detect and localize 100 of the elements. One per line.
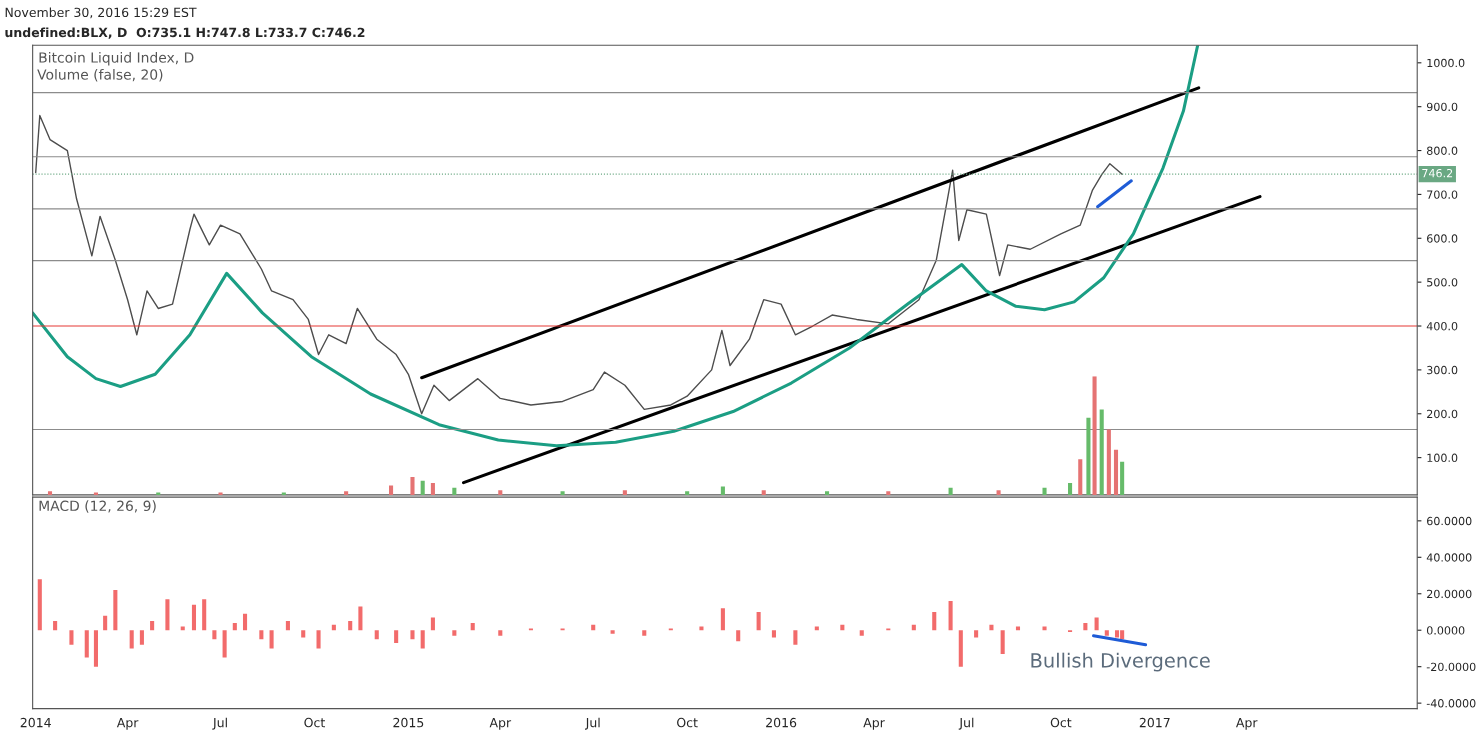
bar bbox=[642, 630, 647, 636]
x-tick-label: Oct bbox=[304, 717, 325, 728]
bar bbox=[84, 630, 89, 658]
bar bbox=[932, 611, 937, 631]
bar bbox=[1104, 630, 1109, 636]
bar bbox=[720, 608, 725, 631]
bar bbox=[498, 630, 503, 636]
y-tick-label: 300.0 bbox=[1427, 365, 1458, 375]
bar bbox=[150, 621, 155, 631]
bar bbox=[93, 630, 98, 667]
bar bbox=[410, 630, 415, 640]
bar bbox=[358, 606, 363, 631]
bar bbox=[139, 630, 144, 645]
text: undefined:BLX, D O:735.1 H:747.8 L:733.7 C:746.2 bbox=[5, 27, 365, 39]
bar bbox=[911, 624, 916, 631]
bar bbox=[331, 624, 336, 631]
bar bbox=[420, 630, 425, 649]
y-tick-label: 1000.0 bbox=[1427, 58, 1465, 68]
bar bbox=[53, 621, 58, 631]
bar bbox=[622, 490, 627, 495]
x-tick-label: 2017 bbox=[1139, 717, 1170, 728]
bar bbox=[1120, 461, 1125, 495]
y-tick-label: -40.0000 bbox=[1426, 699, 1476, 708]
y-tick-label: -20.0000 bbox=[1426, 662, 1476, 672]
bar bbox=[1092, 376, 1097, 495]
y-tick-label: 100.0 bbox=[1427, 453, 1458, 463]
bar bbox=[793, 630, 798, 645]
bar bbox=[259, 630, 264, 640]
x-tick-label: Apr bbox=[863, 718, 885, 730]
bar bbox=[1078, 459, 1083, 495]
y-tick-label: 0.0000 bbox=[1426, 626, 1465, 635]
bar bbox=[430, 483, 435, 495]
bar bbox=[1083, 622, 1088, 631]
text: November 30, 2016 15:29 EST bbox=[5, 7, 197, 19]
x-tick-label: Apr bbox=[489, 718, 512, 730]
x-tick-label: 2016 bbox=[766, 717, 797, 728]
bar bbox=[720, 486, 725, 495]
bar bbox=[212, 630, 217, 640]
bar bbox=[761, 490, 766, 495]
bar bbox=[374, 630, 379, 640]
x-tick-label: Oct bbox=[677, 717, 698, 728]
bar bbox=[47, 491, 53, 495]
bar bbox=[242, 613, 248, 631]
y-tick-label: 600.0 bbox=[1427, 234, 1458, 243]
bar bbox=[452, 630, 457, 636]
bar bbox=[685, 491, 690, 495]
bar bbox=[1042, 487, 1047, 495]
line-series bbox=[35, 114, 1123, 415]
bar bbox=[389, 485, 394, 495]
bar bbox=[1068, 483, 1073, 495]
bar bbox=[996, 490, 1001, 495]
bar bbox=[316, 630, 321, 649]
y-tick-label: 700.0 bbox=[1427, 190, 1458, 199]
bar bbox=[394, 630, 399, 643]
bar bbox=[1086, 417, 1091, 495]
bar bbox=[756, 611, 761, 631]
bar bbox=[948, 487, 953, 495]
bar bbox=[771, 630, 776, 638]
bar bbox=[498, 490, 503, 495]
bar bbox=[948, 601, 953, 631]
bar bbox=[840, 624, 845, 631]
bar bbox=[1094, 617, 1099, 631]
bar bbox=[452, 487, 457, 495]
bar bbox=[113, 590, 118, 631]
bar bbox=[825, 491, 830, 495]
chart-title: MACD (12, 26, 9) bbox=[39, 500, 156, 513]
bar bbox=[218, 492, 223, 495]
x-tick-label: Apr bbox=[116, 718, 139, 730]
bar bbox=[1114, 630, 1120, 638]
y-tick-label: 200.0 bbox=[1427, 409, 1458, 419]
y-tick-label: 400.0 bbox=[1426, 322, 1458, 331]
bar bbox=[103, 615, 108, 631]
bar bbox=[222, 630, 227, 658]
bar bbox=[591, 624, 596, 631]
bar bbox=[420, 480, 425, 495]
y-tick-label: 40.0000 bbox=[1426, 553, 1472, 562]
x-tick-label: Apr bbox=[1235, 718, 1258, 730]
bar bbox=[430, 617, 435, 631]
x-tick-label: Jul bbox=[585, 717, 600, 730]
bar bbox=[165, 599, 170, 631]
bar bbox=[958, 630, 963, 667]
bar bbox=[736, 630, 741, 642]
bar bbox=[69, 630, 74, 645]
annotation: Bullish Divergence bbox=[1031, 652, 1210, 672]
bar bbox=[301, 630, 306, 638]
ref-line-label: 746.2 bbox=[1422, 168, 1453, 178]
bar bbox=[1099, 409, 1104, 495]
x-tick-label: 2014 bbox=[20, 717, 51, 728]
bar bbox=[610, 630, 615, 634]
y-tick-label: 20.0000 bbox=[1427, 589, 1472, 599]
chart-title: Bitcoin Liquid Index, D bbox=[39, 52, 194, 66]
y-tick-label: 800.0 bbox=[1427, 146, 1458, 155]
x-tick-label: Jul bbox=[958, 717, 974, 730]
bar bbox=[410, 477, 415, 495]
bar bbox=[37, 579, 42, 631]
bar bbox=[285, 621, 290, 631]
bar bbox=[1106, 429, 1111, 495]
bar bbox=[859, 630, 864, 636]
x-tick-label: 2015 bbox=[393, 717, 424, 728]
bar bbox=[974, 630, 979, 638]
